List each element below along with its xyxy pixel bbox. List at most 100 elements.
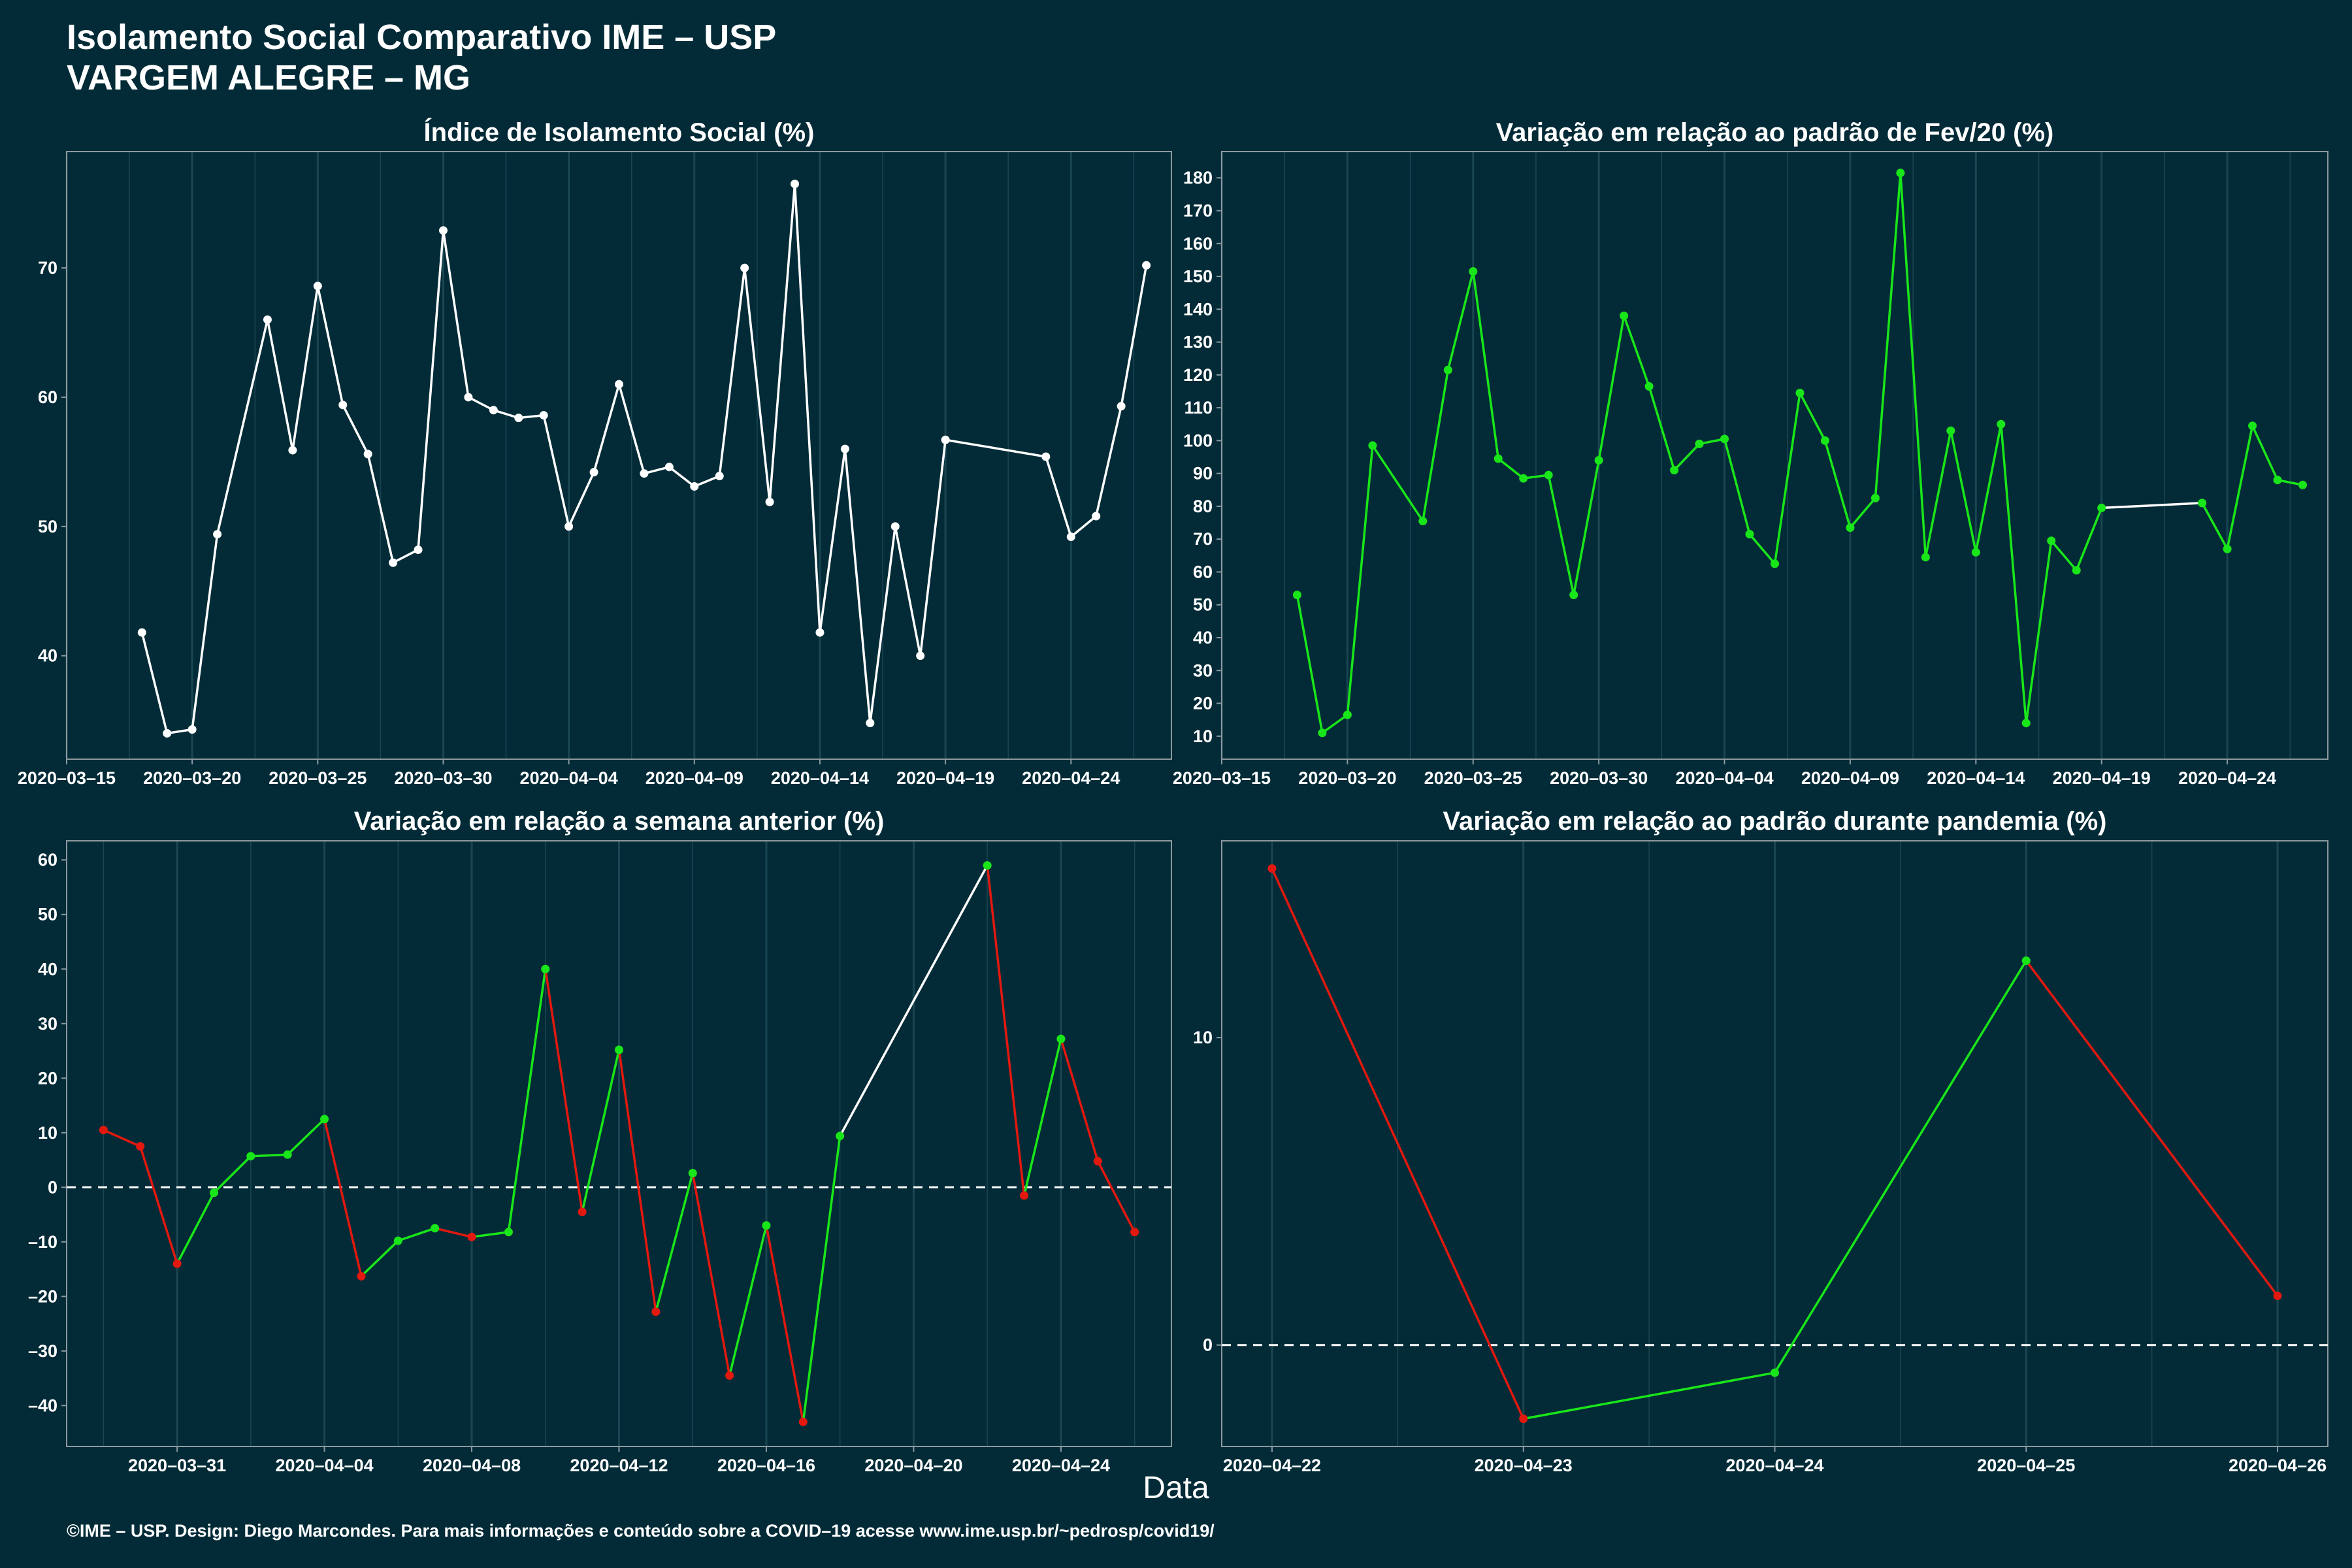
- series-segment: [843, 448, 872, 725]
- panel-title: Variação em relação ao padrão de Fev/20 …: [1496, 118, 2054, 147]
- data-point: [1020, 1191, 1029, 1200]
- y-tick-label: 50: [38, 517, 57, 536]
- series-segment: [617, 383, 645, 475]
- series-segment: [802, 1135, 841, 1424]
- series-segment: [765, 1224, 805, 1424]
- series-segment: [1849, 497, 1877, 529]
- data-point: [1066, 532, 1075, 542]
- series-segment: [1120, 264, 1148, 408]
- data-point: [1519, 474, 1528, 483]
- data-point: [1946, 426, 1955, 435]
- series-segment: [894, 525, 922, 657]
- series-segment: [1823, 439, 1852, 529]
- series-segment: [492, 408, 520, 419]
- y-tick-label: 160: [1183, 234, 1213, 253]
- data-point: [213, 530, 222, 539]
- series-segment: [1572, 459, 1600, 596]
- data-point: [357, 1271, 366, 1281]
- y-tick-label: 0: [48, 1177, 57, 1197]
- data-point: [983, 861, 992, 870]
- series-segment: [1899, 171, 1927, 559]
- data-point: [188, 725, 197, 734]
- data-point: [1494, 454, 1503, 463]
- series-segment: [1723, 438, 1751, 536]
- data-point: [836, 1132, 845, 1141]
- series-segment: [2050, 539, 2078, 572]
- x-tick-label: 2020–03–20: [143, 768, 241, 788]
- series-segment: [2025, 539, 2053, 725]
- y-tick-label: 40: [1193, 628, 1213, 647]
- series-segment: [2075, 506, 2103, 572]
- y-tick-label: 30: [38, 1014, 57, 1034]
- series-segment: [102, 1128, 142, 1148]
- series-segment: [1950, 429, 1978, 554]
- data-point: [99, 1126, 108, 1135]
- data-point: [2198, 498, 2207, 508]
- data-point: [1997, 419, 2006, 429]
- series-segment: [2276, 478, 2304, 486]
- data-point: [2298, 480, 2308, 489]
- series-segment: [793, 182, 821, 634]
- footer-credits: ©IME – USP. Design: Diego Marcondes. Par…: [67, 1521, 1215, 1541]
- x-tick-label: 2020–04–26: [2229, 1456, 2327, 1475]
- series-segment: [1094, 405, 1122, 517]
- series-segment: [544, 968, 583, 1213]
- y-tick-label: 140: [1183, 299, 1213, 319]
- y-tick-label: 40: [38, 959, 57, 979]
- y-tick-label: 50: [38, 905, 57, 924]
- series-segment: [176, 1191, 216, 1265]
- data-point: [489, 406, 498, 415]
- data-point: [840, 444, 849, 453]
- x-tick-label: 2020–03–30: [394, 768, 492, 788]
- data-point: [1896, 169, 1905, 178]
- data-point: [2021, 719, 2031, 728]
- series-segment: [2100, 502, 2204, 510]
- x-tick-label: 2020–04–25: [1977, 1456, 2075, 1475]
- series-segment: [212, 1154, 252, 1194]
- x-tick-label: 2020–04–12: [570, 1456, 668, 1475]
- data-point: [1443, 365, 1452, 374]
- series-segment: [139, 1145, 178, 1265]
- data-point: [431, 1224, 440, 1233]
- panel-border: [66, 151, 1172, 760]
- series-segment: [2000, 423, 2028, 725]
- data-point: [1368, 441, 1377, 450]
- y-tick-label: –30: [28, 1341, 57, 1361]
- series-segment: [1698, 438, 1726, 446]
- data-point: [246, 1152, 255, 1161]
- y-tick-label: –10: [28, 1232, 57, 1252]
- series-segment: [986, 864, 1026, 1197]
- series-segment: [693, 474, 721, 488]
- data-point: [815, 628, 825, 637]
- data-point: [389, 558, 398, 567]
- data-point: [172, 1259, 182, 1268]
- chart-panel-variation-pandemic: Variação em relação ao padrão durante pa…: [1193, 807, 2328, 1475]
- series-segment: [1799, 391, 1827, 442]
- x-tick-label: 2020–03–15: [1173, 768, 1271, 788]
- x-tick-label: 2020–04–04: [1675, 768, 1773, 788]
- series-segment: [367, 453, 395, 564]
- data-point: [320, 1115, 329, 1124]
- series-segment: [2251, 425, 2279, 482]
- data-point: [589, 468, 598, 477]
- x-tick-label: 2020–03–30: [1550, 768, 1648, 788]
- data-point: [715, 472, 724, 481]
- series-segment: [391, 548, 419, 564]
- data-point: [1644, 382, 1654, 391]
- data-point: [541, 964, 550, 973]
- x-tick-label: 2020–04–24: [1012, 1456, 1110, 1475]
- data-point: [2248, 421, 2257, 431]
- series-segment: [1622, 314, 1650, 388]
- data-point: [791, 179, 800, 188]
- series-segment: [643, 466, 671, 475]
- data-point: [504, 1228, 513, 1237]
- series-segment: [1446, 270, 1475, 372]
- series-segment: [1547, 474, 1575, 596]
- x-tick-label: 2020–04–24: [2178, 768, 2276, 788]
- x-tick-label: 2020–03–15: [18, 768, 116, 788]
- y-tick-label: 40: [38, 646, 57, 666]
- chart-panel-variation-week: Variação em relação a semana anterior (%…: [28, 807, 1172, 1475]
- series-segment: [1096, 1160, 1136, 1233]
- main-title: Isolamento Social Comparativo IME – USP …: [67, 17, 776, 98]
- series-segment: [2200, 502, 2229, 551]
